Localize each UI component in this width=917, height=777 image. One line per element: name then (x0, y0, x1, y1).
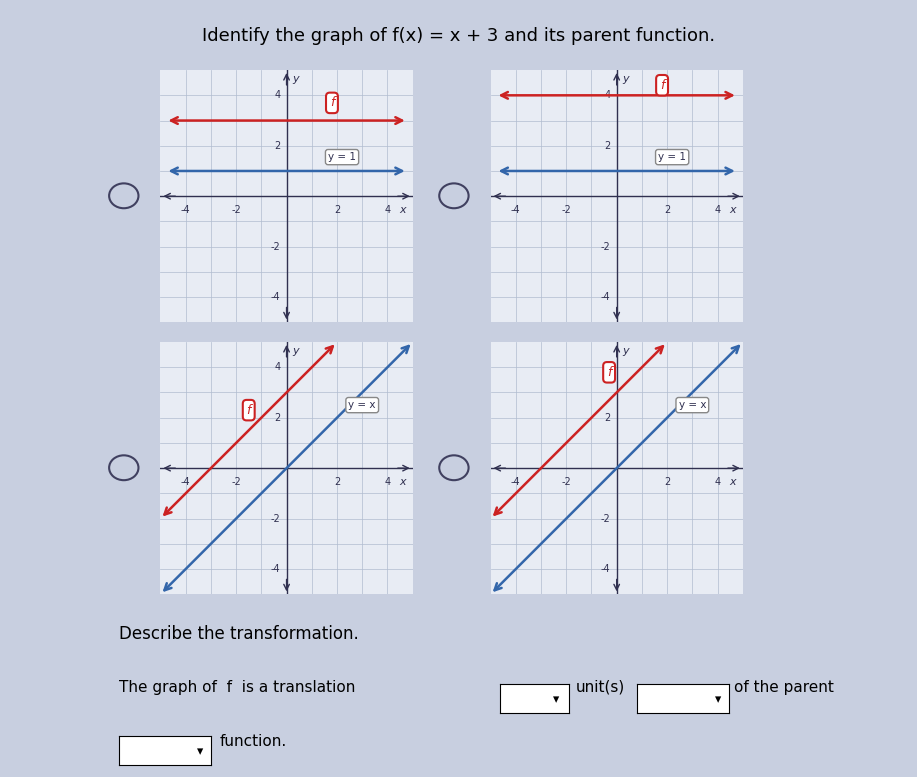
Text: -2: -2 (601, 514, 611, 524)
Text: ▾: ▾ (715, 694, 721, 706)
Text: 2: 2 (334, 205, 340, 215)
Text: -4: -4 (601, 564, 611, 574)
Text: y = 1: y = 1 (328, 152, 356, 162)
Text: 4: 4 (384, 205, 391, 215)
Text: 2: 2 (334, 477, 340, 487)
Text: -4: -4 (271, 564, 281, 574)
Text: unit(s): unit(s) (576, 680, 625, 695)
Text: -2: -2 (601, 242, 611, 252)
Text: -2: -2 (231, 477, 241, 487)
Text: 2: 2 (664, 477, 670, 487)
Text: 2: 2 (604, 413, 611, 423)
Text: y = x: y = x (348, 400, 376, 410)
Text: -4: -4 (181, 205, 191, 215)
Text: -2: -2 (271, 242, 281, 252)
Text: -4: -4 (601, 292, 611, 302)
Text: x: x (399, 477, 406, 487)
Text: -2: -2 (561, 477, 571, 487)
Text: 2: 2 (274, 141, 281, 151)
Text: x: x (399, 205, 406, 215)
Text: 2: 2 (274, 413, 281, 423)
Text: 4: 4 (714, 205, 721, 215)
Text: -4: -4 (271, 292, 281, 302)
Text: y: y (293, 346, 299, 356)
Text: 4: 4 (604, 90, 611, 100)
Text: f: f (607, 366, 612, 379)
Text: ▾: ▾ (197, 746, 203, 758)
Text: x: x (729, 477, 736, 487)
Text: f: f (660, 78, 664, 92)
Text: Identify the graph of f(x) = x + 3 and its parent function.: Identify the graph of f(x) = x + 3 and i… (202, 27, 715, 45)
Text: f: f (330, 96, 334, 110)
Text: The graph of  f  is a translation: The graph of f is a translation (119, 680, 356, 695)
Text: 4: 4 (604, 362, 611, 372)
Text: y: y (623, 74, 629, 84)
Text: 4: 4 (274, 362, 281, 372)
Text: -2: -2 (561, 205, 571, 215)
Text: -4: -4 (511, 205, 521, 215)
Text: 2: 2 (664, 205, 670, 215)
Text: y = 1: y = 1 (658, 152, 686, 162)
Text: function.: function. (220, 734, 287, 749)
Text: y: y (293, 74, 299, 84)
Text: 4: 4 (384, 477, 391, 487)
Text: of the parent: of the parent (734, 680, 834, 695)
Text: Describe the transformation.: Describe the transformation. (119, 625, 359, 643)
Text: -2: -2 (271, 514, 281, 524)
Text: f: f (247, 403, 251, 416)
Text: -4: -4 (511, 477, 521, 487)
Text: x: x (729, 205, 736, 215)
Text: 2: 2 (604, 141, 611, 151)
Text: 4: 4 (274, 90, 281, 100)
Text: y = x: y = x (679, 400, 706, 410)
Text: y: y (623, 346, 629, 356)
Text: -4: -4 (181, 477, 191, 487)
Text: 4: 4 (714, 477, 721, 487)
Text: -2: -2 (231, 205, 241, 215)
Text: ▾: ▾ (553, 694, 559, 706)
